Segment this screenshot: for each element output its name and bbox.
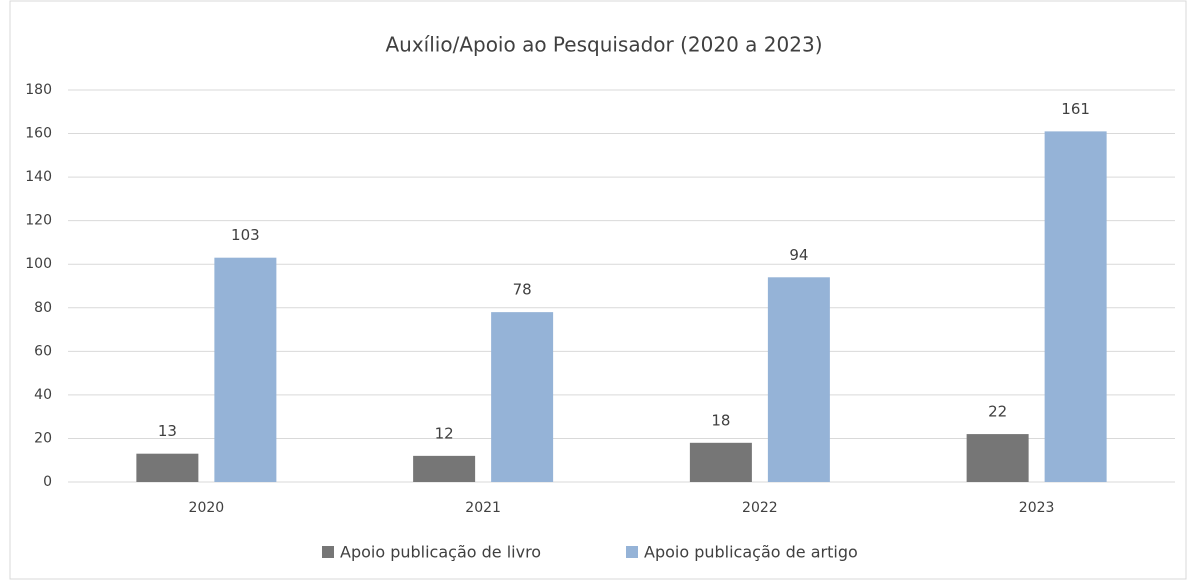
data-label: 12 xyxy=(435,424,454,442)
bar xyxy=(1044,131,1107,482)
y-tick-label: 80 xyxy=(34,300,52,316)
legend-label: Apoio publicação de livro xyxy=(340,543,541,562)
data-label: 78 xyxy=(513,281,532,299)
y-tick-label: 60 xyxy=(34,343,52,359)
y-tick-label: 180 xyxy=(25,82,52,98)
y-tick-label: 20 xyxy=(34,430,52,446)
legend-label: Apoio publicação de artigo xyxy=(644,543,858,562)
y-tick-label: 160 xyxy=(25,126,52,142)
x-tick-label: 2020 xyxy=(189,500,225,516)
x-tick-label: 2023 xyxy=(1019,500,1055,516)
bar xyxy=(491,312,554,482)
chart-border xyxy=(9,0,1187,580)
bar xyxy=(689,442,752,482)
data-label: 13 xyxy=(158,422,177,440)
data-label: 94 xyxy=(789,246,808,264)
bar xyxy=(136,453,199,482)
bar xyxy=(966,434,1029,482)
bar xyxy=(214,257,277,482)
y-tick-label: 120 xyxy=(25,213,52,229)
y-tick-label: 40 xyxy=(34,387,52,403)
data-label: 161 xyxy=(1061,100,1090,118)
data-label: 18 xyxy=(711,411,730,429)
legend-swatch xyxy=(322,546,334,558)
x-tick-label: 2021 xyxy=(465,500,501,516)
bar xyxy=(767,277,830,482)
y-tick-label: 140 xyxy=(25,169,52,185)
bar xyxy=(413,455,476,482)
data-label: 103 xyxy=(231,226,260,244)
chart-title: Auxílio/Apoio ao Pesquisador (2020 a 202… xyxy=(385,33,822,57)
x-tick-label: 2022 xyxy=(742,500,778,516)
y-tick-label: 0 xyxy=(43,474,52,490)
y-tick-label: 100 xyxy=(25,256,52,272)
legend-swatch xyxy=(626,546,638,558)
data-label: 22 xyxy=(988,403,1007,421)
